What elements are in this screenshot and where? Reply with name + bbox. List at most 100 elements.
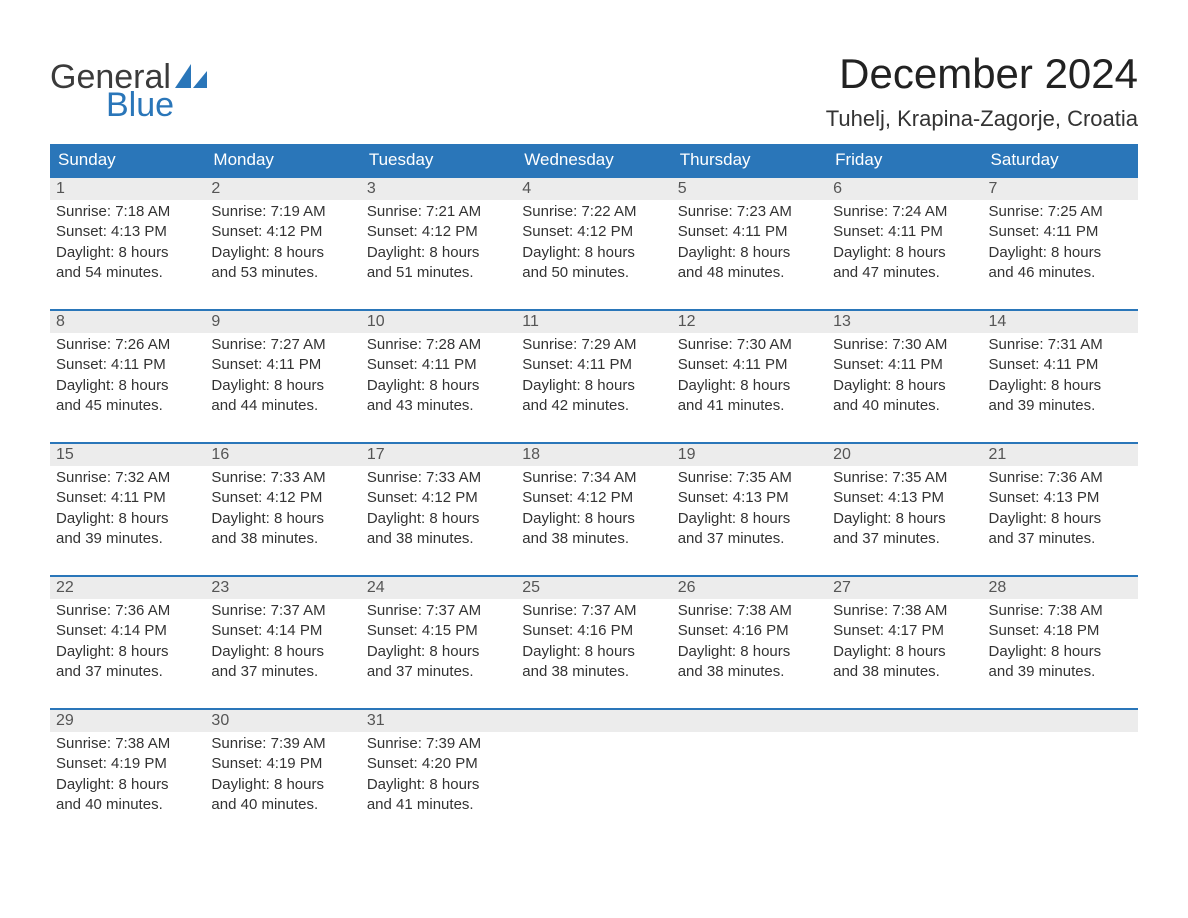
calendar-cell (516, 709, 671, 841)
calendar-cell (672, 709, 827, 841)
calendar-cell: 31Sunrise: 7:39 AMSunset: 4:20 PMDayligh… (361, 709, 516, 841)
daylight-line-2: and 40 minutes. (56, 795, 199, 815)
sunrise-line: Sunrise: 7:21 AM (367, 202, 510, 222)
day-number (516, 710, 671, 732)
sunset-line: Sunset: 4:11 PM (56, 488, 199, 508)
daylight-line-2: and 44 minutes. (211, 396, 354, 416)
daylight-line-1: Daylight: 8 hours (367, 376, 510, 396)
sunrise-line: Sunrise: 7:23 AM (678, 202, 821, 222)
daylight-line-1: Daylight: 8 hours (56, 243, 199, 263)
daylight-line-1: Daylight: 8 hours (367, 642, 510, 662)
sail-icon (175, 64, 209, 88)
daylight-line-2: and 37 minutes. (678, 529, 821, 549)
daylight-line-1: Daylight: 8 hours (56, 775, 199, 795)
col-friday: Friday (827, 144, 982, 177)
day-body: Sunrise: 7:21 AMSunset: 4:12 PMDaylight:… (361, 200, 516, 309)
daylight-line-1: Daylight: 8 hours (367, 509, 510, 529)
sunrise-line: Sunrise: 7:36 AM (989, 468, 1132, 488)
calendar-cell (983, 709, 1138, 841)
calendar-week: 15Sunrise: 7:32 AMSunset: 4:11 PMDayligh… (50, 443, 1138, 576)
calendar-cell: 26Sunrise: 7:38 AMSunset: 4:16 PMDayligh… (672, 576, 827, 709)
calendar-cell: 24Sunrise: 7:37 AMSunset: 4:15 PMDayligh… (361, 576, 516, 709)
sunset-line: Sunset: 4:11 PM (989, 355, 1132, 375)
calendar-cell: 23Sunrise: 7:37 AMSunset: 4:14 PMDayligh… (205, 576, 360, 709)
day-body (827, 732, 982, 832)
sunset-line: Sunset: 4:20 PM (367, 754, 510, 774)
sunrise-line: Sunrise: 7:37 AM (522, 601, 665, 621)
daylight-line-1: Daylight: 8 hours (989, 243, 1132, 263)
calendar-cell: 29Sunrise: 7:38 AMSunset: 4:19 PMDayligh… (50, 709, 205, 841)
calendar-header-row: Sunday Monday Tuesday Wednesday Thursday… (50, 144, 1138, 177)
sunset-line: Sunset: 4:11 PM (989, 222, 1132, 242)
day-body: Sunrise: 7:37 AMSunset: 4:16 PMDaylight:… (516, 599, 671, 708)
daylight-line-1: Daylight: 8 hours (522, 509, 665, 529)
day-number: 3 (361, 178, 516, 200)
daylight-line-2: and 38 minutes. (833, 662, 976, 682)
day-body (983, 732, 1138, 832)
calendar-cell: 8Sunrise: 7:26 AMSunset: 4:11 PMDaylight… (50, 310, 205, 443)
sunrise-line: Sunrise: 7:19 AM (211, 202, 354, 222)
page: General Blue December 2024 Tuhelj, Krapi… (0, 0, 1188, 881)
sunset-line: Sunset: 4:14 PM (211, 621, 354, 641)
day-number: 8 (50, 311, 205, 333)
daylight-line-2: and 39 minutes. (56, 529, 199, 549)
day-number: 15 (50, 444, 205, 466)
calendar-cell: 11Sunrise: 7:29 AMSunset: 4:11 PMDayligh… (516, 310, 671, 443)
daylight-line-2: and 40 minutes. (833, 396, 976, 416)
daylight-line-1: Daylight: 8 hours (211, 642, 354, 662)
calendar-table: Sunday Monday Tuesday Wednesday Thursday… (50, 144, 1138, 841)
sunset-line: Sunset: 4:19 PM (211, 754, 354, 774)
top-bar: General Blue December 2024 Tuhelj, Krapi… (50, 50, 1138, 144)
day-number: 29 (50, 710, 205, 732)
daylight-line-2: and 38 minutes. (678, 662, 821, 682)
day-number: 9 (205, 311, 360, 333)
sunrise-line: Sunrise: 7:34 AM (522, 468, 665, 488)
calendar-cell: 27Sunrise: 7:38 AMSunset: 4:17 PMDayligh… (827, 576, 982, 709)
day-body: Sunrise: 7:28 AMSunset: 4:11 PMDaylight:… (361, 333, 516, 442)
sunrise-line: Sunrise: 7:35 AM (833, 468, 976, 488)
calendar-cell: 10Sunrise: 7:28 AMSunset: 4:11 PMDayligh… (361, 310, 516, 443)
calendar-cell: 4Sunrise: 7:22 AMSunset: 4:12 PMDaylight… (516, 177, 671, 310)
sunrise-line: Sunrise: 7:33 AM (211, 468, 354, 488)
sunrise-line: Sunrise: 7:37 AM (367, 601, 510, 621)
calendar-cell: 3Sunrise: 7:21 AMSunset: 4:12 PMDaylight… (361, 177, 516, 310)
sunrise-line: Sunrise: 7:30 AM (678, 335, 821, 355)
day-number: 23 (205, 577, 360, 599)
daylight-line-2: and 40 minutes. (211, 795, 354, 815)
calendar-cell: 17Sunrise: 7:33 AMSunset: 4:12 PMDayligh… (361, 443, 516, 576)
sunrise-line: Sunrise: 7:30 AM (833, 335, 976, 355)
daylight-line-1: Daylight: 8 hours (989, 376, 1132, 396)
sunrise-line: Sunrise: 7:28 AM (367, 335, 510, 355)
calendar-cell: 28Sunrise: 7:38 AMSunset: 4:18 PMDayligh… (983, 576, 1138, 709)
day-body: Sunrise: 7:32 AMSunset: 4:11 PMDaylight:… (50, 466, 205, 575)
daylight-line-1: Daylight: 8 hours (989, 509, 1132, 529)
brand-word-2: Blue (50, 88, 209, 122)
sunrise-line: Sunrise: 7:25 AM (989, 202, 1132, 222)
sunrise-line: Sunrise: 7:37 AM (211, 601, 354, 621)
daylight-line-2: and 46 minutes. (989, 263, 1132, 283)
calendar-week: 8Sunrise: 7:26 AMSunset: 4:11 PMDaylight… (50, 310, 1138, 443)
day-number: 22 (50, 577, 205, 599)
day-body: Sunrise: 7:36 AMSunset: 4:14 PMDaylight:… (50, 599, 205, 708)
sunset-line: Sunset: 4:15 PM (367, 621, 510, 641)
daylight-line-2: and 42 minutes. (522, 396, 665, 416)
daylight-line-1: Daylight: 8 hours (211, 243, 354, 263)
daylight-line-1: Daylight: 8 hours (833, 376, 976, 396)
day-body: Sunrise: 7:38 AMSunset: 4:17 PMDaylight:… (827, 599, 982, 708)
day-body: Sunrise: 7:33 AMSunset: 4:12 PMDaylight:… (361, 466, 516, 575)
daylight-line-1: Daylight: 8 hours (678, 376, 821, 396)
daylight-line-1: Daylight: 8 hours (522, 243, 665, 263)
day-number: 6 (827, 178, 982, 200)
calendar-week: 29Sunrise: 7:38 AMSunset: 4:19 PMDayligh… (50, 709, 1138, 841)
day-number: 1 (50, 178, 205, 200)
daylight-line-2: and 41 minutes. (367, 795, 510, 815)
sunrise-line: Sunrise: 7:38 AM (989, 601, 1132, 621)
day-number: 31 (361, 710, 516, 732)
sunrise-line: Sunrise: 7:32 AM (56, 468, 199, 488)
sunset-line: Sunset: 4:11 PM (211, 355, 354, 375)
daylight-line-2: and 51 minutes. (367, 263, 510, 283)
day-body: Sunrise: 7:27 AMSunset: 4:11 PMDaylight:… (205, 333, 360, 442)
day-body: Sunrise: 7:30 AMSunset: 4:11 PMDaylight:… (672, 333, 827, 442)
col-saturday: Saturday (983, 144, 1138, 177)
sunrise-line: Sunrise: 7:39 AM (367, 734, 510, 754)
